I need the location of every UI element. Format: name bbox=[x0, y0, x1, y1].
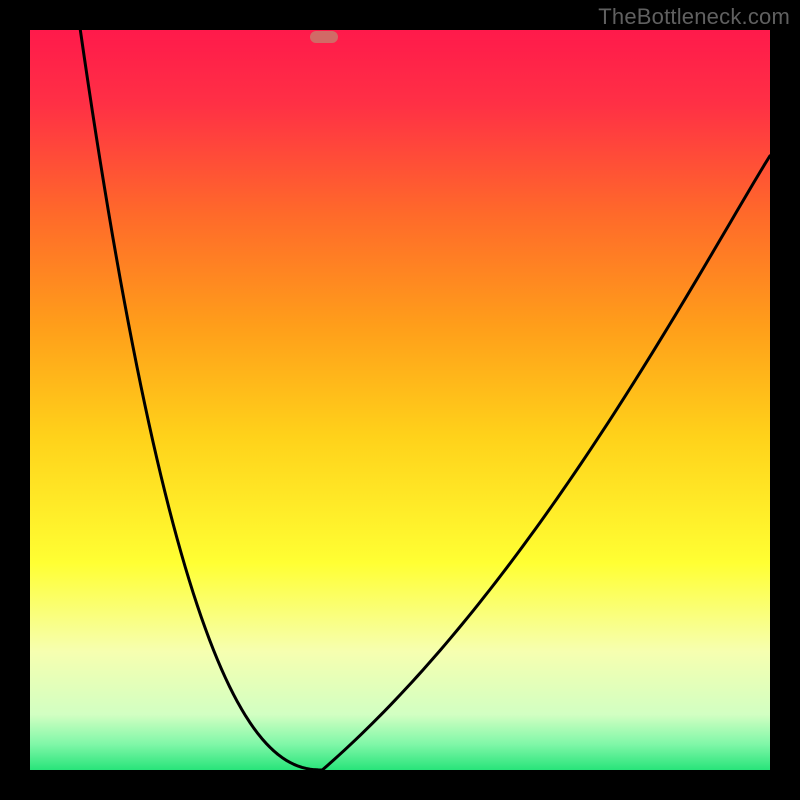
optimal-point-marker bbox=[310, 31, 338, 43]
chart-frame: TheBottleneck.com bbox=[0, 0, 800, 800]
bottleneck-curve bbox=[30, 30, 770, 770]
watermark-text: TheBottleneck.com bbox=[598, 4, 790, 30]
plot-area bbox=[30, 30, 770, 770]
